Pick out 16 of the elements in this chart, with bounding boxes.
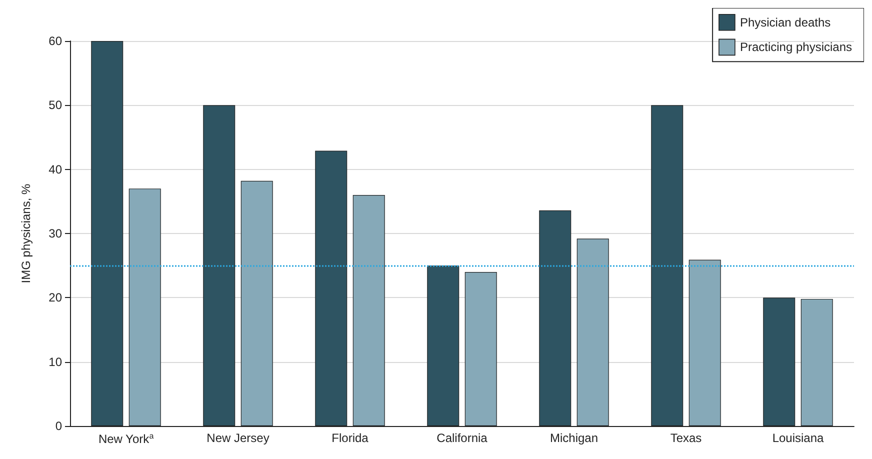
y-tick-label: 20: [48, 290, 62, 305]
y-tick-label: 60: [48, 34, 62, 48]
y-tick-label: 50: [48, 98, 62, 112]
x-tick-label: Michigan: [550, 431, 598, 445]
x-tick-label: Florida: [332, 431, 369, 445]
legend-label: Physician deaths: [740, 15, 831, 30]
y-tick-label: 40: [48, 162, 62, 176]
x-tick-label: Texas: [670, 431, 702, 445]
x-tick-label: New Jersey: [206, 431, 270, 445]
y-tick-label: 0: [55, 419, 62, 433]
x-tick-label: California: [436, 431, 488, 445]
y-axis-title: IMG physicians, %: [19, 183, 33, 284]
y-tick-label: 10: [48, 354, 62, 369]
y-tick-label: 30: [48, 226, 62, 240]
x-tick-label: Louisiana: [772, 431, 824, 445]
legend-label: Practicing physicians: [740, 40, 852, 54]
